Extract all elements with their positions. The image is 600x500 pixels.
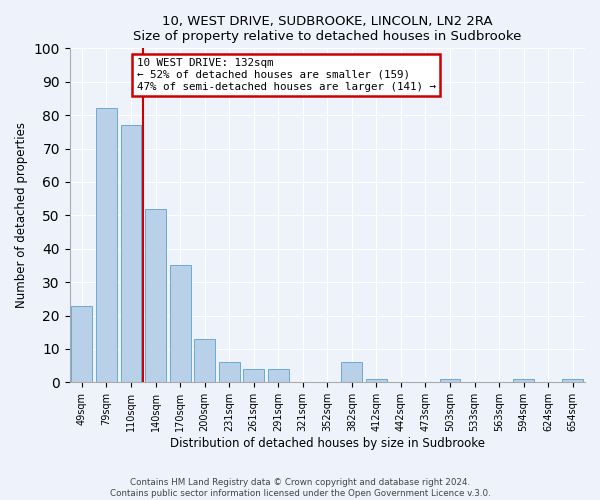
Bar — [513, 379, 534, 382]
Bar — [145, 208, 166, 382]
Bar — [170, 266, 191, 382]
Bar — [243, 369, 264, 382]
Text: 10 WEST DRIVE: 132sqm
← 52% of detached houses are smaller (159)
47% of semi-det: 10 WEST DRIVE: 132sqm ← 52% of detached … — [137, 58, 436, 92]
Bar — [121, 125, 142, 382]
Bar — [341, 362, 362, 382]
Bar — [71, 306, 92, 382]
Bar — [268, 369, 289, 382]
X-axis label: Distribution of detached houses by size in Sudbrooke: Distribution of detached houses by size … — [170, 437, 485, 450]
Bar — [562, 379, 583, 382]
Title: 10, WEST DRIVE, SUDBROOKE, LINCOLN, LN2 2RA
Size of property relative to detache: 10, WEST DRIVE, SUDBROOKE, LINCOLN, LN2 … — [133, 15, 521, 43]
Bar — [440, 379, 460, 382]
Bar — [366, 379, 387, 382]
Text: Contains HM Land Registry data © Crown copyright and database right 2024.
Contai: Contains HM Land Registry data © Crown c… — [110, 478, 490, 498]
Bar — [194, 339, 215, 382]
Bar — [219, 362, 239, 382]
Y-axis label: Number of detached properties: Number of detached properties — [15, 122, 28, 308]
Bar — [96, 108, 117, 382]
